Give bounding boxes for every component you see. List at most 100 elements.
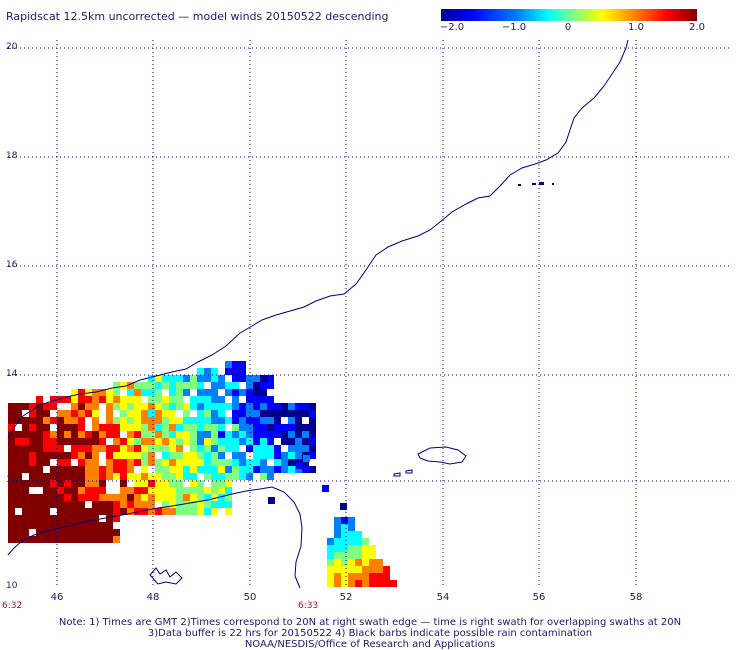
swath-cell: [239, 410, 246, 417]
swath-cell: [225, 368, 232, 375]
swath-cell: [225, 445, 232, 452]
swath-cell: [120, 459, 127, 466]
swath-cell: [120, 445, 127, 452]
swath-cell: [71, 536, 78, 543]
swath-cell: [127, 487, 134, 494]
swath-cell: [348, 566, 355, 573]
swath-cell: [8, 431, 15, 438]
swath-cell: [204, 438, 211, 445]
swath-cell: [113, 501, 120, 508]
swath-cell: [348, 552, 355, 559]
swath-cell: [50, 494, 57, 501]
swath-cell: [348, 538, 355, 545]
lon-label: 50: [243, 592, 257, 603]
swath-cell: [197, 375, 204, 382]
swath-cell: [218, 382, 225, 389]
swath-cell: [281, 410, 288, 417]
swath-cell: [211, 473, 218, 480]
swath-cell: [211, 459, 218, 466]
swath-cell: [232, 424, 239, 431]
swath-cell: [92, 466, 99, 473]
swath-cell: [267, 445, 274, 452]
swath-cell: [288, 403, 295, 410]
swath-cell: [340, 503, 347, 510]
swath-cell: [85, 529, 92, 536]
swath-cell: [22, 445, 29, 452]
swath-cell: [8, 473, 15, 480]
swath-cell: [71, 417, 78, 424]
lon-label: 56: [532, 592, 546, 603]
swath-cell: [246, 431, 253, 438]
swath-cell: [85, 396, 92, 403]
swath-cell: [383, 580, 390, 587]
swath-cell: [78, 459, 85, 466]
swath-cell: [43, 410, 50, 417]
swath-cell: [183, 417, 190, 424]
swath-cell: [43, 445, 50, 452]
swath-cell: [71, 515, 78, 522]
swath-cell: [134, 480, 141, 487]
swath-cell: [71, 431, 78, 438]
swath-cell: [148, 473, 155, 480]
swath-cell: [239, 452, 246, 459]
swath-cell: [155, 382, 162, 389]
swath-cell: [218, 375, 225, 382]
swath-cell: [8, 438, 15, 445]
swath-cell: [218, 487, 225, 494]
swath-cell: [155, 438, 162, 445]
swath-cell: [43, 480, 50, 487]
swath-cell: [148, 417, 155, 424]
time-label: 6:33: [298, 601, 319, 611]
swath-cell: [232, 403, 239, 410]
swath-cell: [267, 452, 274, 459]
swath-cell: [309, 452, 316, 459]
swath-cell: [22, 501, 29, 508]
swath-cell: [155, 431, 162, 438]
swath-cell: [176, 438, 183, 445]
swath-cell: [355, 559, 362, 566]
lon-label: 52: [339, 592, 353, 603]
swath-cell: [288, 417, 295, 424]
swath-cell: [288, 424, 295, 431]
swath-cell: [127, 445, 134, 452]
swath-cell: [204, 396, 211, 403]
swath-cell: [197, 396, 204, 403]
swath-cell: [64, 473, 71, 480]
swath-cell: [162, 466, 169, 473]
swath-cell: [225, 389, 232, 396]
swath-cell: [169, 438, 176, 445]
swath-cell: [211, 375, 218, 382]
swath-cell: [302, 403, 309, 410]
swath-cell: [288, 431, 295, 438]
gridlines: [8, 40, 732, 588]
swath-cell: [106, 403, 113, 410]
swath-cell: [22, 466, 29, 473]
swath-cell: [218, 501, 225, 508]
swath-cell: [169, 410, 176, 417]
lon-label: 54: [436, 592, 450, 603]
swath-cell: [362, 545, 369, 552]
swath-cell: [120, 501, 127, 508]
swath-cell: [141, 389, 148, 396]
swath-cell: [225, 403, 232, 410]
swath-cell: [260, 375, 267, 382]
swath-cell: [183, 487, 190, 494]
swath-cell: [232, 361, 239, 368]
time-label: 6:32: [2, 601, 23, 611]
swath-cell: [260, 438, 267, 445]
swath-cell: [106, 459, 113, 466]
swath-cell: [183, 459, 190, 466]
swath-cell: [225, 473, 232, 480]
swath-cell: [36, 529, 43, 536]
swath-cell: [246, 424, 253, 431]
swath-cell: [8, 522, 15, 529]
swath-cell: [134, 501, 141, 508]
swath-cell: [211, 382, 218, 389]
swath-cell: [99, 438, 106, 445]
swath-cell: [22, 431, 29, 438]
swath-cell: [36, 522, 43, 529]
swath-cell: [239, 424, 246, 431]
swath-cell: [260, 396, 267, 403]
swath-cell: [341, 531, 348, 538]
swath-cell: [36, 403, 43, 410]
